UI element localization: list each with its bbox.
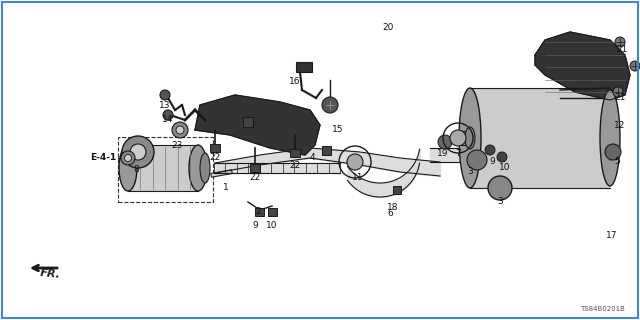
Text: 22: 22	[209, 154, 221, 163]
Circle shape	[160, 90, 170, 100]
Text: 4: 4	[309, 154, 315, 163]
Text: E-4-1: E-4-1	[90, 154, 116, 163]
Text: 1: 1	[223, 182, 229, 191]
Text: FR.: FR.	[39, 268, 61, 280]
Text: 18: 18	[387, 203, 399, 212]
Text: 22: 22	[250, 173, 260, 182]
Circle shape	[130, 144, 146, 160]
Text: 7: 7	[455, 149, 461, 158]
Text: 10: 10	[499, 164, 511, 172]
Circle shape	[488, 176, 512, 200]
Bar	[470, 88, 610, 188]
Text: 10: 10	[266, 220, 278, 229]
Circle shape	[438, 135, 452, 149]
Circle shape	[121, 151, 135, 165]
Text: 2: 2	[255, 207, 261, 217]
Circle shape	[485, 145, 495, 155]
Bar	[250, 164, 260, 172]
Text: 13: 13	[159, 100, 171, 109]
Bar	[210, 144, 220, 152]
Bar	[118, 137, 213, 202]
Bar	[322, 146, 331, 155]
Text: 19: 19	[437, 148, 449, 157]
Text: 8: 8	[133, 165, 139, 174]
Bar	[128, 145, 198, 191]
Circle shape	[613, 87, 623, 97]
Text: 16: 16	[289, 77, 301, 86]
Text: 9: 9	[252, 220, 258, 229]
Text: 12: 12	[614, 121, 626, 130]
Circle shape	[605, 144, 621, 160]
Bar	[393, 186, 401, 194]
Circle shape	[176, 126, 184, 134]
Circle shape	[322, 97, 338, 113]
Ellipse shape	[189, 145, 207, 191]
Bar	[296, 62, 312, 72]
Polygon shape	[195, 95, 320, 155]
Ellipse shape	[459, 88, 481, 188]
Circle shape	[122, 136, 154, 168]
Text: 9: 9	[489, 157, 495, 166]
Text: TS84B0201B: TS84B0201B	[580, 306, 625, 312]
Circle shape	[497, 152, 507, 162]
Text: 22: 22	[289, 161, 301, 170]
Circle shape	[172, 122, 188, 138]
Text: 6: 6	[387, 209, 393, 218]
Text: 17: 17	[606, 231, 618, 241]
Bar	[255, 208, 264, 216]
Polygon shape	[535, 32, 630, 100]
Bar	[243, 117, 253, 127]
Text: 14: 14	[163, 116, 173, 124]
Text: 23: 23	[172, 140, 182, 149]
Text: 21: 21	[616, 45, 628, 54]
Text: 20: 20	[382, 22, 394, 31]
Ellipse shape	[600, 90, 620, 186]
Ellipse shape	[465, 127, 475, 149]
Text: 21: 21	[614, 93, 626, 102]
Circle shape	[125, 155, 131, 162]
Circle shape	[467, 150, 487, 170]
Circle shape	[615, 37, 625, 47]
Circle shape	[163, 110, 173, 120]
Bar	[268, 208, 277, 216]
Text: 3: 3	[497, 197, 503, 206]
Ellipse shape	[200, 153, 210, 183]
Circle shape	[347, 154, 363, 170]
Text: 11: 11	[352, 172, 364, 181]
Text: 3: 3	[467, 167, 473, 177]
Ellipse shape	[119, 145, 137, 191]
Bar	[290, 149, 300, 157]
Text: 15: 15	[332, 125, 344, 134]
Circle shape	[450, 130, 466, 146]
Text: 5: 5	[614, 157, 620, 166]
Circle shape	[630, 61, 640, 71]
